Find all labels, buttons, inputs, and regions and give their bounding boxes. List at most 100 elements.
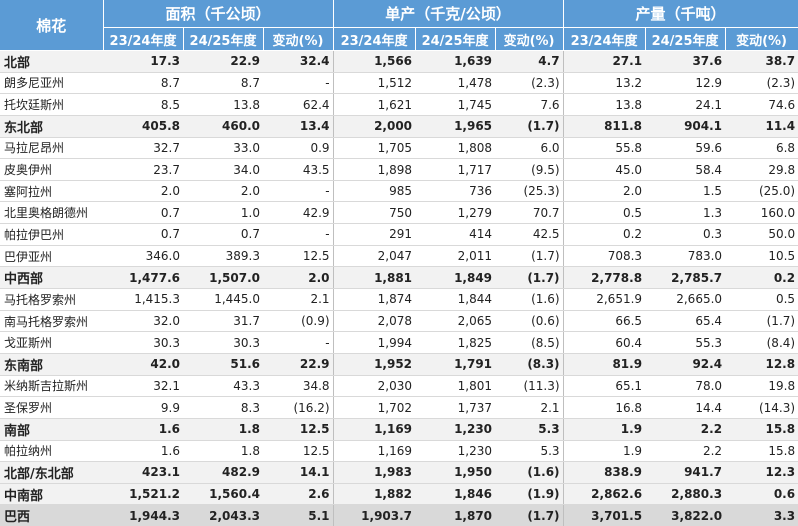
table-cell: 12.3 [725, 462, 798, 484]
table-cell: 1,560.4 [183, 483, 263, 505]
table-cell: 50.0 [725, 224, 798, 246]
table-cell: 291 [333, 224, 415, 246]
table-cell: 1,717 [415, 159, 495, 181]
table-cell: 783.0 [645, 245, 725, 267]
table-cell: 0.7 [183, 224, 263, 246]
table-cell: 2,030 [333, 375, 415, 397]
table-cell: 60.4 [563, 332, 645, 354]
table-cell: 12.5 [263, 245, 333, 267]
subheader: 24/25年度 [415, 28, 495, 51]
table-cell: 2.1 [263, 289, 333, 311]
table-cell: 0.5 [725, 289, 798, 311]
table-cell: (1.7) [495, 245, 563, 267]
row-name: 中西部 [0, 267, 103, 289]
table-cell: 160.0 [725, 202, 798, 224]
table-cell: 1,965 [415, 115, 495, 137]
table-cell: 55.8 [563, 137, 645, 159]
table-cell: 16.8 [563, 397, 645, 419]
table-cell: 1,507.0 [183, 267, 263, 289]
table-cell: (0.6) [495, 310, 563, 332]
table-cell: 2,047 [333, 245, 415, 267]
table-cell: 414 [415, 224, 495, 246]
table-cell: 30.3 [103, 332, 183, 354]
table-cell: 0.6 [725, 483, 798, 505]
table-cell: 9.9 [103, 397, 183, 419]
table-cell: 32.1 [103, 375, 183, 397]
table-cell: 1,808 [415, 137, 495, 159]
table-cell: 1.6 [103, 440, 183, 462]
table-cell: 482.9 [183, 462, 263, 484]
table-cell: 1,169 [333, 440, 415, 462]
table-cell: 38.7 [725, 51, 798, 73]
table-cell: (1.7) [495, 505, 563, 526]
table-cell: 1,639 [415, 51, 495, 73]
table-cell: 8.7 [103, 72, 183, 94]
table-cell: 5.3 [495, 418, 563, 440]
table-cell: 0.7 [103, 224, 183, 246]
table-cell: 0.2 [563, 224, 645, 246]
table-cell: 405.8 [103, 115, 183, 137]
table-cell: 2.2 [645, 440, 725, 462]
subheader: 变动(%) [263, 28, 333, 51]
table-cell: (1.7) [495, 267, 563, 289]
table-cell: 1.9 [563, 440, 645, 462]
table-cell: 0.3 [645, 224, 725, 246]
table-cell: 1,950 [415, 462, 495, 484]
table-cell: 3,822.0 [645, 505, 725, 526]
table-cell: 2,651.9 [563, 289, 645, 311]
table-cell: (16.2) [263, 397, 333, 419]
row-name: 米纳斯吉拉斯州 [0, 375, 103, 397]
table-cell: 51.6 [183, 353, 263, 375]
table-cell: 42.5 [495, 224, 563, 246]
table-cell: 8.7 [183, 72, 263, 94]
row-name: 中南部 [0, 483, 103, 505]
table-cell: 12.8 [725, 353, 798, 375]
table-cell: 1,791 [415, 353, 495, 375]
table-cell: 19.8 [725, 375, 798, 397]
table-cell: 23.7 [103, 159, 183, 181]
table-cell: 1,415.3 [103, 289, 183, 311]
row-name: 东南部 [0, 353, 103, 375]
subheader: 变动(%) [725, 28, 798, 51]
table-cell: (9.5) [495, 159, 563, 181]
subheader: 23/24年度 [333, 28, 415, 51]
table-cell: 0.5 [563, 202, 645, 224]
table-cell: (14.3) [725, 397, 798, 419]
table-cell: 0.9 [263, 137, 333, 159]
table-cell: 1,898 [333, 159, 415, 181]
group-header-area: 面积（千公顷） [103, 0, 333, 28]
table-cell: 1,983 [333, 462, 415, 484]
table-cell: 5.3 [495, 440, 563, 462]
table-cell: 1,881 [333, 267, 415, 289]
table-cell: 65.4 [645, 310, 725, 332]
table-cell: 2,785.7 [645, 267, 725, 289]
table-cell: 941.7 [645, 462, 725, 484]
table-cell: 1,445.0 [183, 289, 263, 311]
table-cell: 1,566 [333, 51, 415, 73]
table-cell: 1,994 [333, 332, 415, 354]
table-cell: 2.1 [495, 397, 563, 419]
table-cell: 2.6 [263, 483, 333, 505]
table-cell: (11.3) [495, 375, 563, 397]
table-cell: 2,778.8 [563, 267, 645, 289]
table-cell: 0.7 [103, 202, 183, 224]
table-cell: (1.7) [725, 310, 798, 332]
table-cell: 1.8 [183, 440, 263, 462]
table-cell: 736 [415, 180, 495, 202]
table-cell: 1,737 [415, 397, 495, 419]
table-cell: 13.2 [563, 72, 645, 94]
table-cell: 2,065 [415, 310, 495, 332]
table-cell: 2.0 [183, 180, 263, 202]
table-cell: (25.0) [725, 180, 798, 202]
